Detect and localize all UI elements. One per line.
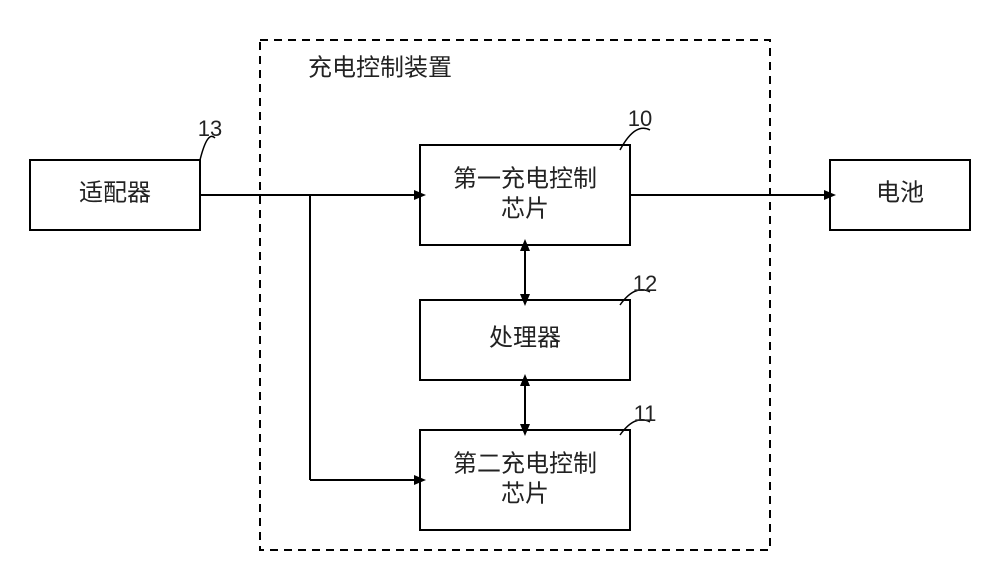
processor-number: 12 bbox=[633, 271, 657, 296]
processor-label: 处理器 bbox=[489, 325, 561, 352]
chip1-label-2: 芯片 bbox=[501, 196, 549, 223]
chip2-box bbox=[420, 430, 630, 530]
chip1-label-1: 第一充电控制 bbox=[453, 166, 597, 193]
battery-label: 电池 bbox=[876, 180, 924, 207]
adapter-label: 适配器 bbox=[79, 180, 151, 207]
chip2-number: 11 bbox=[634, 401, 657, 426]
chip1-box bbox=[420, 145, 630, 245]
chip1-number: 10 bbox=[628, 106, 652, 131]
chip2-label-1: 第二充电控制 bbox=[453, 451, 597, 478]
lead-line bbox=[620, 128, 650, 150]
container-label: 充电控制装置 bbox=[308, 55, 452, 82]
adapter-number: 13 bbox=[198, 116, 222, 141]
chip2-label-2: 芯片 bbox=[501, 481, 549, 508]
